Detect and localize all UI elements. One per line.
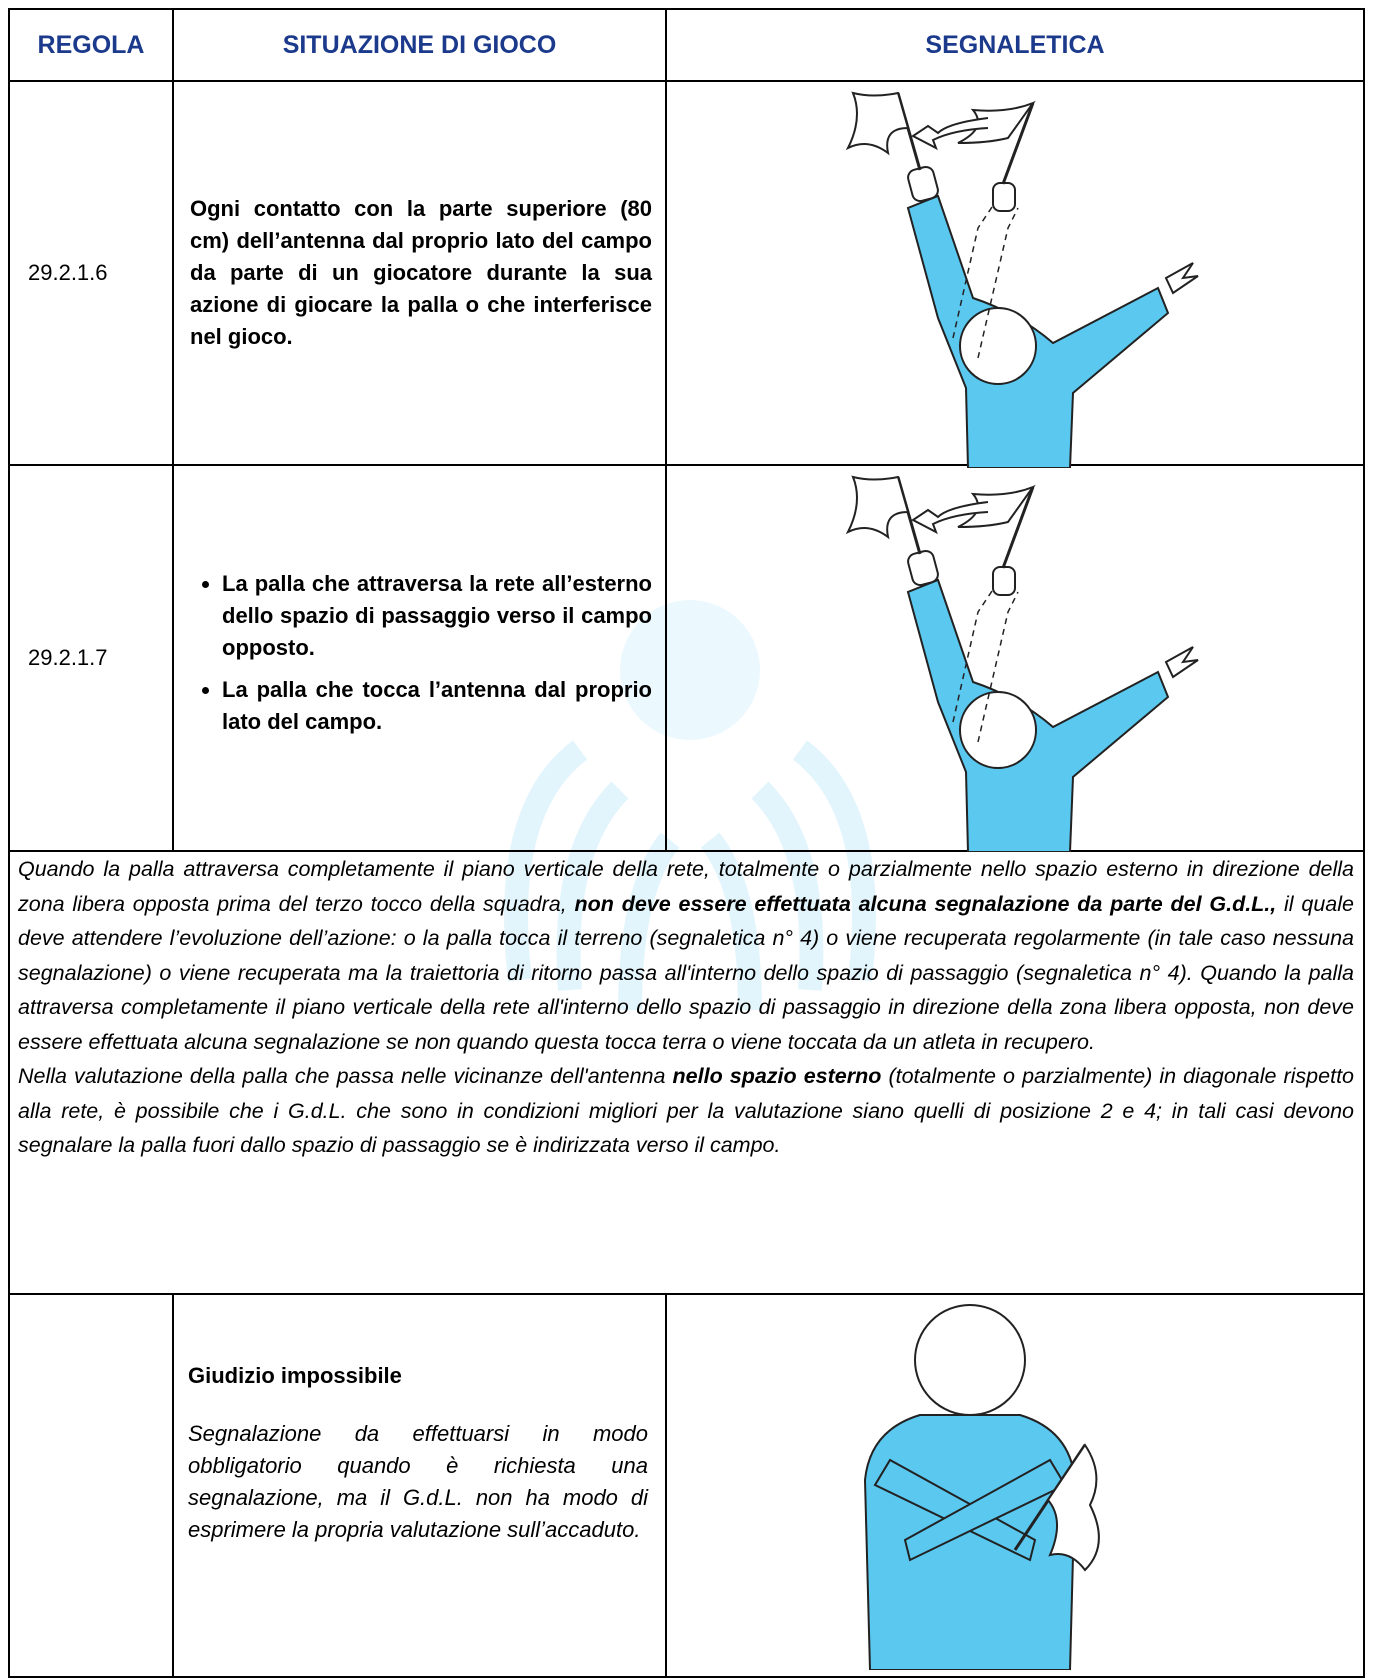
- rule-number: 29.2.1.7: [28, 645, 108, 670]
- note-text: (totalmente o parzialmente) in diagonale…: [18, 1064, 1354, 1157]
- situation-title: Giudizio impossibile: [188, 1363, 402, 1388]
- note: Quando la palla attraversa completamente…: [18, 852, 1354, 1163]
- border: [8, 1293, 1365, 1295]
- bullet-item: La palla che attraversa la rete all’este…: [222, 568, 652, 664]
- border: [665, 1293, 667, 1678]
- note-text: il quale deve attendere l’evoluzione del…: [18, 891, 1354, 1054]
- header-cell: SEGNALETICA: [925, 30, 1105, 59]
- situation-text: Ogni contatto con la parte superiore (80…: [190, 82, 652, 464]
- note-paragraph: Quando la palla attraversa completamente…: [18, 852, 1354, 1059]
- rule-number: 29.2.1.6: [28, 260, 108, 285]
- border: [8, 80, 1365, 82]
- header-cell: SITUAZIONE DI GIOCO: [282, 30, 557, 59]
- bullet-item: La palla che tocca l’antenna dal proprio…: [222, 674, 652, 738]
- border: [172, 8, 174, 850]
- border: [8, 8, 1365, 10]
- note-text: Quando la palla attraversa completamente…: [18, 857, 1354, 916]
- situation-text: Segnalazione da effettuarsi in modo obbl…: [188, 1421, 648, 1542]
- situation-list: La palla che attraversa la rete all’este…: [180, 466, 652, 850]
- note-emphasis: non deve essere effettuata alcuna segnal…: [574, 891, 1277, 916]
- last-situation: Giudizio impossibile Segnalazione da eff…: [188, 1360, 648, 1546]
- border: [172, 1293, 174, 1678]
- border: [8, 8, 10, 1678]
- bullet-list: La palla che attraversa la rete all’este…: [180, 568, 652, 748]
- border: [1363, 8, 1365, 1678]
- signal-illustration: [863, 1304, 1100, 1670]
- border: [8, 850, 1365, 852]
- border: [8, 1676, 1365, 1678]
- situation-text: Ogni contatto con la parte superiore (80…: [190, 196, 652, 349]
- watermark: [504, 600, 876, 1011]
- note-emphasis: nello spazio esterno: [672, 1064, 882, 1088]
- header-cell: REGOLA: [37, 30, 145, 59]
- note-paragraph: Nella valutazione della palla che passa …: [18, 1059, 1354, 1163]
- border: [665, 8, 667, 850]
- note-text: Nella valutazione della palla che passa …: [18, 1064, 673, 1088]
- signal-illustration: [846, 475, 1200, 852]
- signal-illustration: [846, 91, 1200, 468]
- border: [8, 464, 1365, 466]
